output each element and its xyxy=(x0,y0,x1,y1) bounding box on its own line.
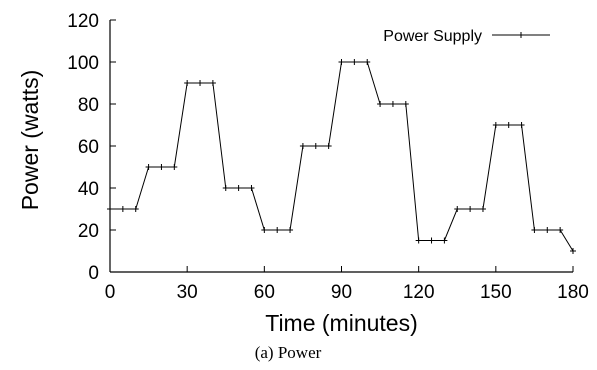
data-point xyxy=(389,101,396,107)
data-point xyxy=(299,143,306,149)
data-point xyxy=(222,185,229,191)
data-point xyxy=(119,206,126,212)
data-point xyxy=(557,227,564,233)
data-point xyxy=(570,248,576,254)
data-point xyxy=(338,59,345,65)
data-point xyxy=(287,227,294,233)
data-point xyxy=(428,237,435,244)
y-ticks: 0 20 40 60 80 100 120 xyxy=(67,11,116,284)
data-point xyxy=(531,227,538,233)
data-point xyxy=(402,101,409,107)
y-tick-label: 100 xyxy=(67,53,99,74)
legend: Power Supply xyxy=(383,28,550,45)
x-tick-label: 120 xyxy=(403,282,435,303)
legend-label: Power Supply xyxy=(383,28,482,45)
y-tick-label: 80 xyxy=(78,95,99,116)
data-point xyxy=(377,101,384,107)
data-point xyxy=(312,143,319,149)
y-tick-label: 60 xyxy=(78,137,99,158)
data-point xyxy=(145,164,152,170)
data-point xyxy=(184,80,191,86)
data-point xyxy=(415,237,422,244)
axes xyxy=(109,20,573,273)
data-point xyxy=(197,80,204,86)
data-point xyxy=(492,122,499,128)
x-tick-label: 180 xyxy=(557,282,589,303)
data-point xyxy=(158,164,165,170)
data-point xyxy=(505,122,512,128)
data-point xyxy=(467,206,474,212)
data-point xyxy=(107,206,113,212)
x-tick-label: 30 xyxy=(177,282,198,303)
y-tick-label: 40 xyxy=(78,179,99,200)
series-layer xyxy=(107,59,576,254)
data-point xyxy=(171,164,178,170)
data-point xyxy=(544,227,551,233)
y-axis-title: Power (watts) xyxy=(17,70,43,211)
data-point xyxy=(351,59,358,65)
data-point xyxy=(132,206,139,212)
data-point xyxy=(261,227,268,233)
data-point xyxy=(441,237,448,244)
data-point xyxy=(518,122,525,128)
data-point xyxy=(325,143,332,149)
series-line xyxy=(110,61,574,252)
data-point xyxy=(209,80,216,86)
data-point xyxy=(454,206,461,212)
data-point xyxy=(274,227,281,233)
x-axis-title: Time (minutes) xyxy=(265,310,418,336)
y-tick-label: 0 xyxy=(88,263,99,284)
x-tick-label: 90 xyxy=(331,282,352,303)
legend-marker xyxy=(518,32,524,38)
data-point xyxy=(364,59,371,65)
x-ticks: 0 30 60 90 120 150 180 xyxy=(105,266,589,303)
y-tick-label: 20 xyxy=(78,221,99,242)
data-point xyxy=(248,185,255,191)
data-point xyxy=(479,206,486,212)
data-point xyxy=(235,185,242,191)
x-tick-label: 60 xyxy=(254,282,275,303)
figure-caption: (a) Power xyxy=(255,343,322,362)
x-tick-label: 0 xyxy=(105,282,116,303)
y-tick-label: 120 xyxy=(67,11,99,32)
x-tick-label: 150 xyxy=(480,282,512,303)
